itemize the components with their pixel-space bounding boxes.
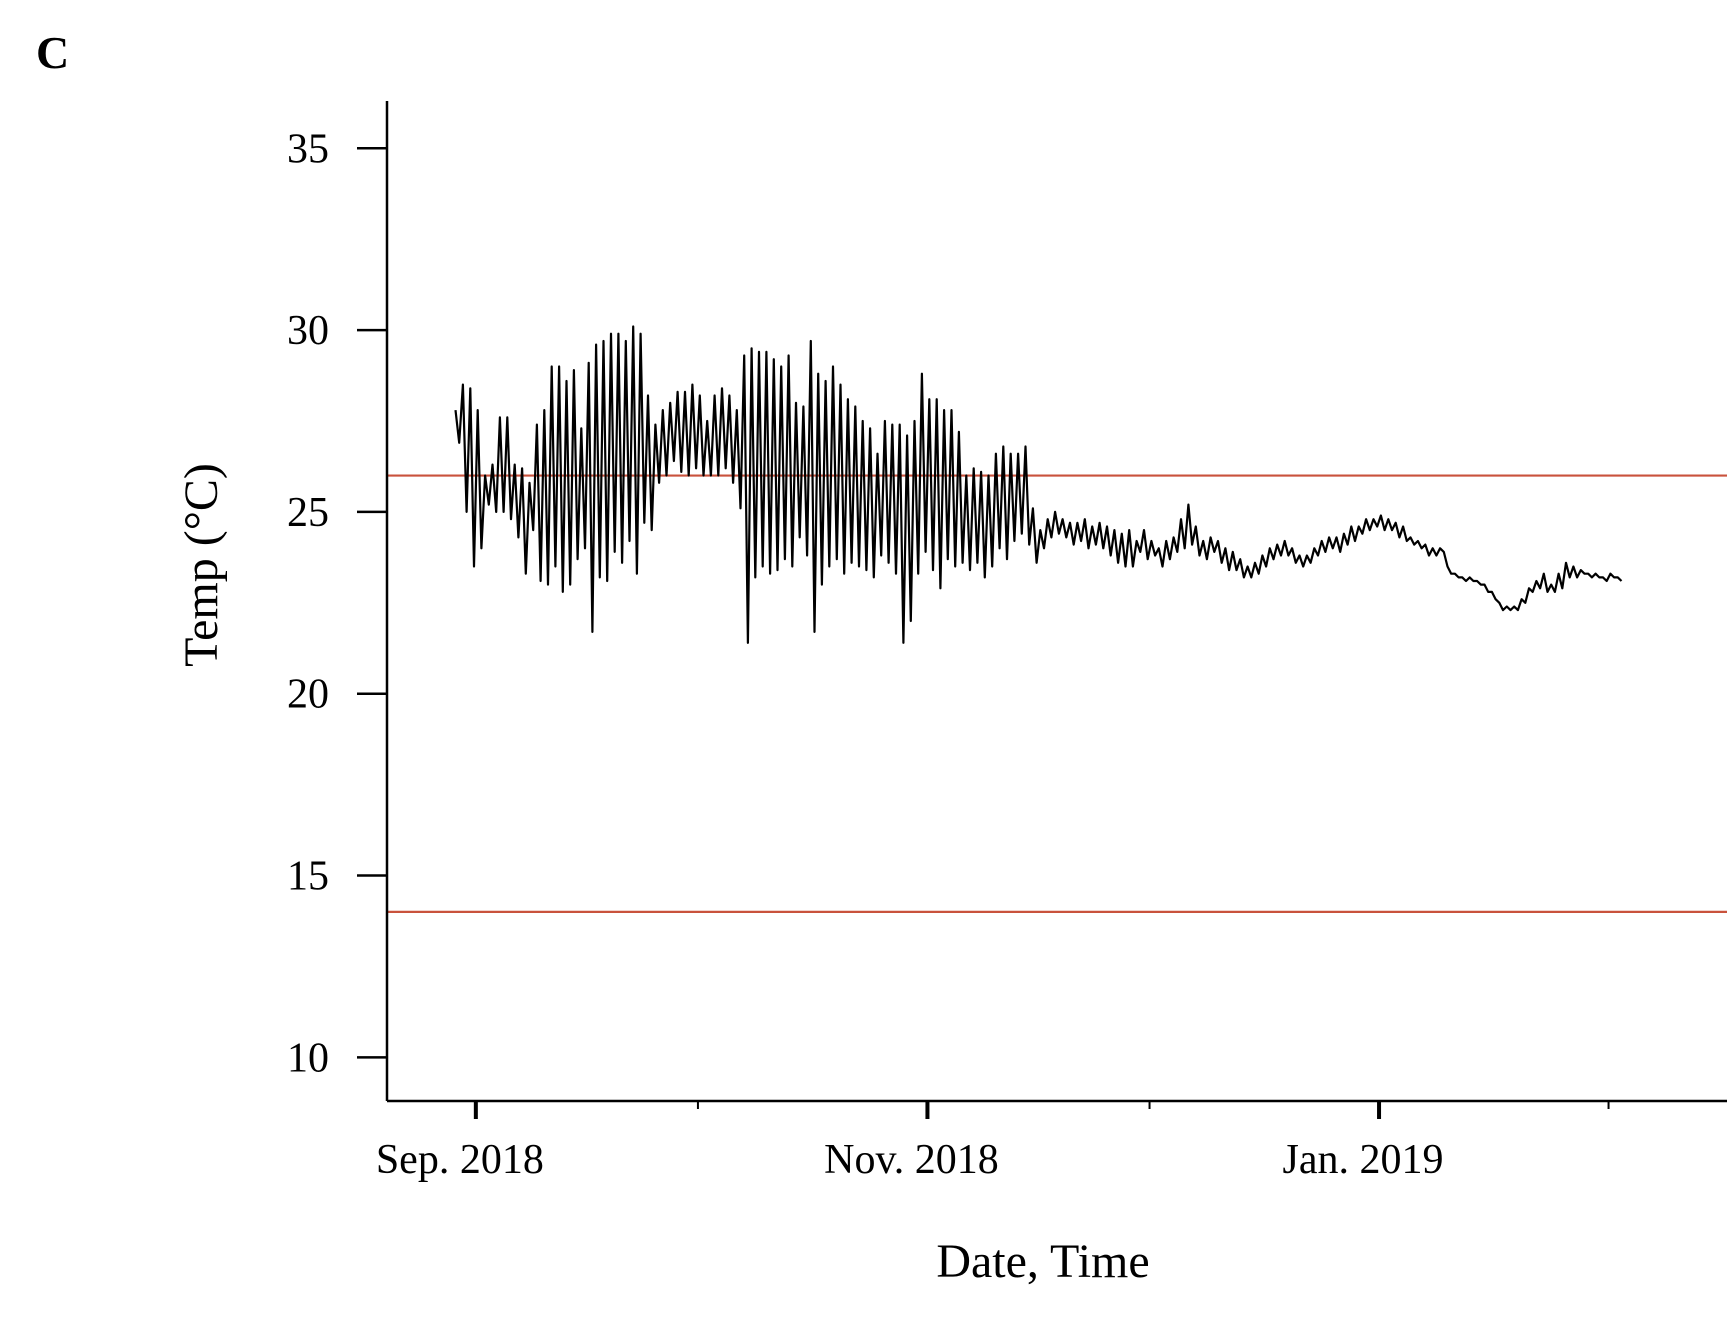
y-axis-title: Temp (°C) [175,463,228,667]
y-tick-label-10: 10 [287,1035,329,1081]
temperature-series-line [454,325,1623,644]
y-axis-ticks: 10 15 20 25 30 35 [287,126,387,1081]
series-layer [454,325,1623,644]
x-tick-label-0: Sep. 2018 [376,1137,544,1183]
x-axis-ticks: Sep. 2018 Nov. 2018 Jan. 2019 [376,1101,1610,1183]
panel-label: C [36,27,69,78]
x-axis-title: Date, Time [936,1235,1149,1288]
y-tick-label-20: 20 [287,672,329,718]
y-tick-label-25: 25 [287,490,329,536]
y-tick-label-15: 15 [287,854,329,900]
x-tick-label-2: Nov. 2018 [824,1137,999,1183]
x-tick-label-4: Jan. 2019 [1283,1137,1444,1183]
reference-lines [387,474,1727,914]
y-tick-label-35: 35 [287,126,329,172]
y-tick-label-30: 30 [287,308,329,354]
